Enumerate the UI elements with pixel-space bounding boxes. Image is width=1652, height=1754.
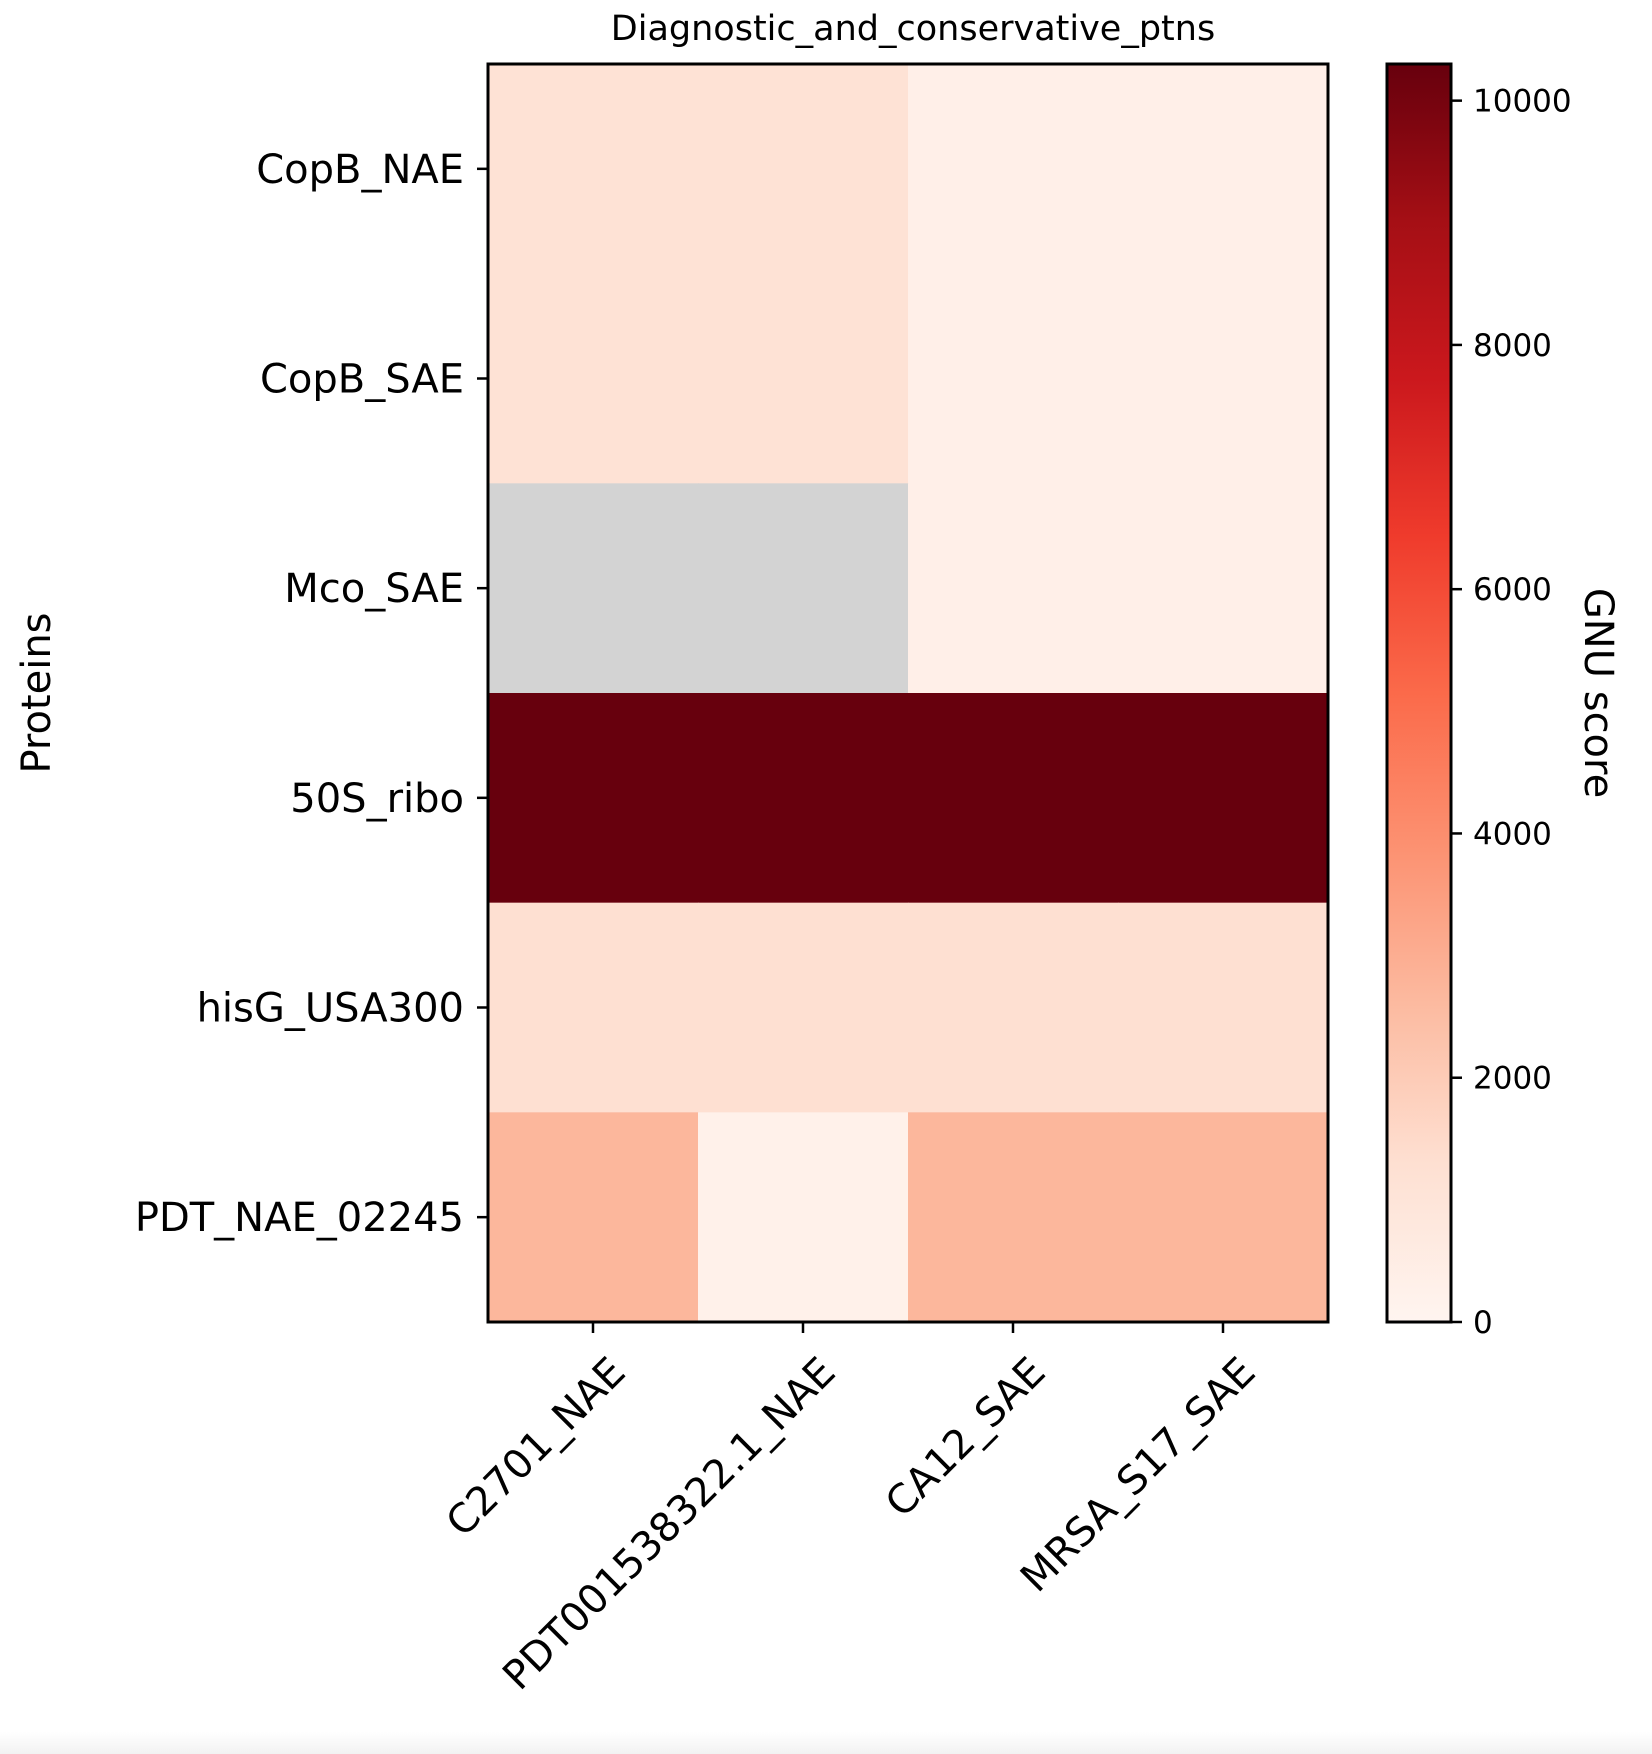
colorbar-tick-label: 4000 [1473,816,1552,852]
colorbar-tick-label: 6000 [1473,572,1552,608]
heatmap-cell [488,483,699,694]
y-axis: CopB_NAE CopB_SAE Mco_SAE 50S_ribo hisG_USA3… [135,147,488,1241]
y-tick-label: Mco_SAE [284,566,464,612]
heatmap-cell [698,1112,909,1323]
colorbar-ticks: 0 2000 4000 6000 8000 10000 [1451,84,1572,1341]
heatmap-cell [698,64,909,275]
heatmap-cell [698,483,909,694]
colorbar [1385,62,1453,1324]
heatmap-cell [1118,902,1329,1113]
heatmap-cells [488,64,1329,1323]
heatmap-cell [908,1112,1119,1323]
colorbar-tick-label: 10000 [1473,84,1572,120]
heatmap-cell [908,902,1119,1113]
plot-frame [486,62,1330,1324]
y-axis-label: Proteins [14,612,60,773]
heatmap-cell [698,273,909,484]
heatmap-cell [488,1112,699,1323]
page-bottom-edge [0,1732,1652,1754]
heatmap-cell [908,483,1119,694]
heatmap-cell [1118,693,1329,904]
y-tick-label: CopB_SAE [260,357,464,403]
heatmap-cell [698,693,909,904]
colorbar-tick-label: 8000 [1473,328,1552,364]
heatmap-cell [908,273,1119,484]
y-tick-label: 50S_ribo [290,776,464,822]
y-tick-label: CopB_NAE [256,147,464,193]
heatmap-cell [908,64,1119,275]
x-tick-label: CA12_SAE [877,1349,1054,1526]
heatmap-cell [488,902,699,1113]
colorbar-label: GNU score [1575,588,1621,798]
heatmap-cell [1118,483,1329,694]
heatmap-cell [908,693,1119,904]
y-tick-label: PDT_NAE_02245 [135,1195,464,1241]
x-tick-label: MRSA_S17_SAE [1012,1349,1264,1601]
x-tick-label: C2701_NAE [438,1349,635,1546]
y-tick-label: hisG_USA300 [197,986,464,1032]
heatmap-cell [1118,273,1329,484]
heatmap-cell [488,273,699,484]
heatmap-cell [698,902,909,1113]
heatmap-cell [1118,1112,1329,1323]
colorbar-tick-label: 0 [1473,1305,1493,1341]
chart-title: Diagnostic_and_conservative_ptns [611,9,1215,49]
heatmap-cell [1118,64,1329,275]
heatmap-cell [488,64,699,275]
heatmap-cell [488,693,699,904]
x-tick-label: PDT001538322.1_NAE [494,1349,844,1699]
colorbar-tick-label: 2000 [1473,1061,1552,1097]
